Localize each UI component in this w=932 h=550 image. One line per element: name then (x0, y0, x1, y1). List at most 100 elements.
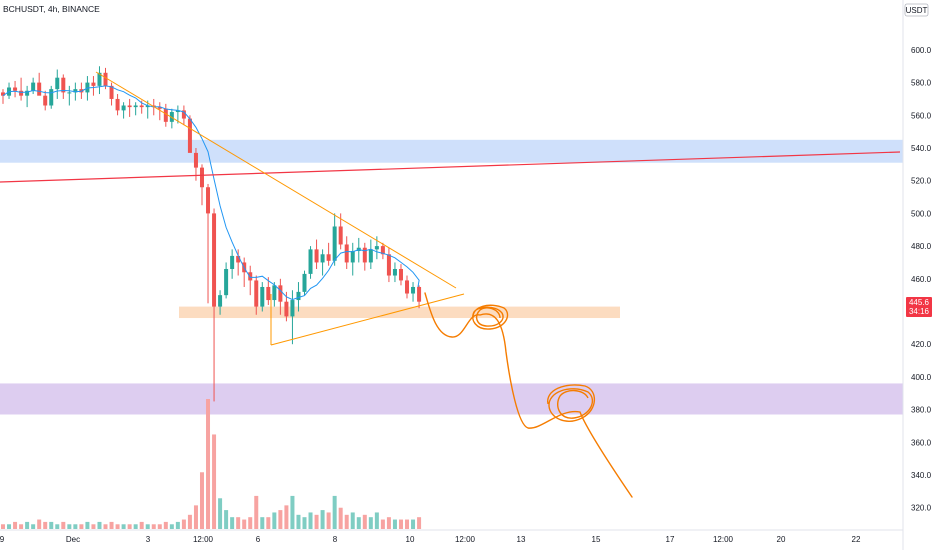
candle-body[interactable] (187, 118, 192, 153)
candle-body[interactable] (193, 152, 198, 168)
candle-body[interactable] (127, 105, 132, 108)
candle-body[interactable] (49, 89, 54, 106)
candle-body[interactable] (368, 249, 373, 263)
candle-body[interactable] (398, 268, 403, 281)
candle-body[interactable] (344, 244, 349, 263)
candle-body[interactable] (296, 291, 301, 301)
candle-body[interactable] (332, 226, 337, 261)
candle-body[interactable] (230, 255, 235, 269)
candle-body[interactable] (115, 98, 120, 111)
price-tick-label: 360.0 (911, 438, 932, 447)
candle-body[interactable] (13, 87, 18, 91)
candle-body[interactable] (157, 107, 162, 109)
candle-body[interactable] (224, 268, 229, 296)
candle-body[interactable] (278, 285, 283, 302)
candle-body[interactable] (73, 89, 78, 93)
candle-body[interactable] (133, 105, 138, 108)
candle-body[interactable] (19, 90, 24, 96)
volume-bar (392, 519, 397, 529)
volume-bar (151, 524, 156, 529)
volume-bar (278, 510, 283, 529)
triangle-upper-line[interactable] (95, 71, 457, 289)
candle-body[interactable] (139, 105, 144, 108)
candle-body[interactable] (314, 249, 319, 263)
red-trendline[interactable] (0, 151, 901, 183)
symbol-header: BCHUSDT, 4h, BINANCE (3, 4, 100, 14)
candle-body[interactable] (417, 286, 422, 302)
candle-body[interactable] (374, 246, 379, 250)
drawn-circle-lower[interactable] (547, 384, 596, 422)
candle-body[interactable] (254, 280, 259, 307)
candle-body[interactable] (411, 286, 416, 294)
triangle-lower-line[interactable] (270, 293, 465, 346)
volume-bar (266, 517, 271, 529)
candle-body[interactable] (97, 72, 102, 86)
volume-bar (260, 517, 265, 529)
candle-body[interactable] (199, 167, 204, 188)
candle-body[interactable] (236, 255, 241, 263)
candle-body[interactable] (218, 295, 223, 307)
candle-body[interactable] (206, 187, 211, 214)
candle-body[interactable] (326, 254, 331, 261)
volume-bar (290, 495, 295, 529)
volume-bar (13, 521, 18, 529)
candle-body[interactable] (386, 254, 391, 276)
price-axis[interactable]: 600.0 580.0 560.0 540.0 520.0 500.0 480.0 460.0… (902, 0, 932, 550)
candle-body[interactable] (55, 77, 60, 90)
candle-body[interactable] (405, 280, 410, 294)
zone-purple[interactable] (0, 383, 903, 415)
volume-bar (398, 519, 403, 529)
candle-body[interactable] (272, 285, 277, 301)
zone-orange[interactable] (179, 306, 620, 319)
candle-body[interactable] (31, 82, 36, 91)
candle-body[interactable] (380, 246, 385, 255)
volume-bars (1, 399, 422, 529)
candle-body[interactable] (67, 92, 72, 94)
volume-bar (97, 521, 102, 529)
candle-body[interactable] (248, 272, 253, 281)
volume-bar (79, 524, 84, 529)
candle-body[interactable] (145, 105, 150, 108)
candle-body[interactable] (43, 95, 48, 106)
candle-body[interactable] (1, 92, 5, 96)
candle-body[interactable] (266, 286, 271, 301)
candle-body[interactable] (175, 110, 180, 113)
candle-body[interactable] (91, 82, 96, 86)
candle-body[interactable] (362, 247, 367, 263)
volume-bar (314, 514, 319, 529)
drawn-circle-upper[interactable] (472, 304, 509, 330)
candle-body[interactable] (25, 90, 30, 96)
candle-body[interactable] (302, 273, 307, 292)
time-axis[interactable]: 9 Dec 3 12:00 6 8 10 12:00 13 15 17 12:00 20 22 (0, 529, 903, 544)
candle-body[interactable] (181, 110, 186, 119)
candle-body[interactable] (61, 77, 66, 93)
volume-bar (139, 521, 144, 529)
volume-bar (405, 519, 410, 529)
candle-body[interactable] (37, 82, 42, 96)
candle-body[interactable] (338, 226, 343, 245)
candle-body[interactable] (392, 268, 397, 276)
candle-body[interactable] (109, 85, 114, 99)
candle-body[interactable] (320, 254, 325, 263)
candle-body[interactable] (350, 251, 355, 263)
volume-bar (224, 510, 229, 529)
candle-body[interactable] (290, 300, 295, 317)
time-tick-label: 10 (406, 535, 415, 544)
candle-body[interactable] (103, 72, 108, 86)
candle-body[interactable] (308, 249, 313, 274)
freehand-projection-path[interactable] (424, 292, 633, 498)
volume-bar (61, 521, 66, 529)
candle-body[interactable] (163, 108, 168, 122)
time-tick-label: 8 (333, 535, 338, 544)
candle-body[interactable] (260, 286, 265, 307)
volume-bar (31, 524, 36, 529)
candle-body[interactable] (284, 301, 289, 317)
time-tick-label: 17 (666, 535, 675, 544)
candle-body[interactable] (121, 105, 126, 111)
zone-blue[interactable] (0, 139, 903, 163)
volume-bar (302, 517, 307, 529)
volume-bar (49, 521, 54, 529)
candle-body[interactable] (212, 213, 217, 307)
price-tick-label: 460.0 (911, 275, 932, 284)
